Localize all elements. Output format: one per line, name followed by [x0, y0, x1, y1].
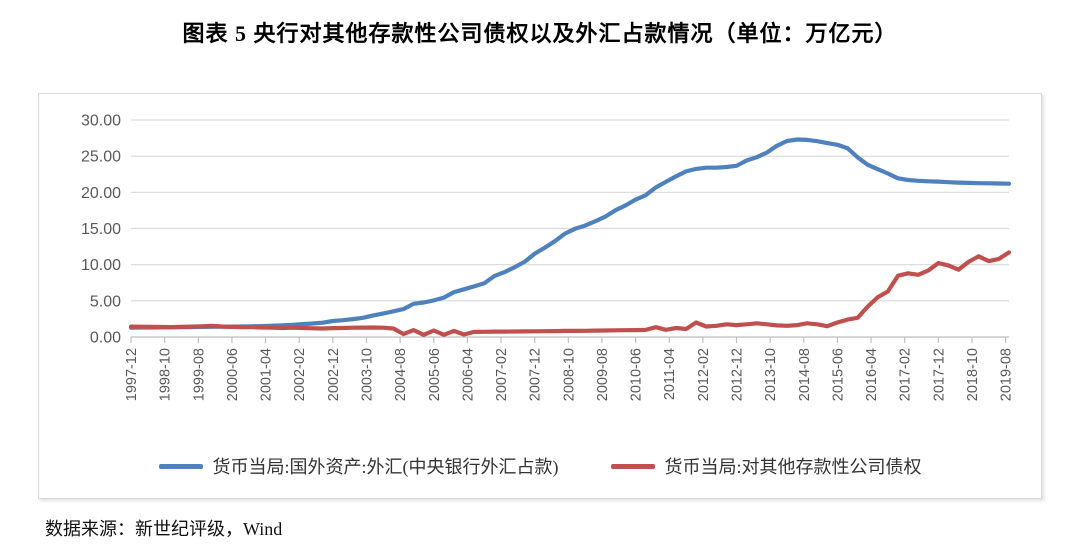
svg-text:2019-08: 2019-08	[999, 348, 1015, 401]
legend-label-fx: 货币当局:国外资产:外汇(中央银行外汇占款)	[212, 457, 559, 477]
y-gridlines	[131, 119, 1009, 338]
svg-text:2013-10: 2013-10	[763, 348, 779, 401]
svg-text:2002-02: 2002-02	[292, 348, 308, 401]
svg-text:2014-08: 2014-08	[797, 348, 813, 401]
svg-text:10.00: 10.00	[81, 257, 121, 274]
legend-label-claims: 货币当局:对其他存款性公司债权	[664, 457, 922, 477]
svg-text:2017-02: 2017-02	[898, 348, 914, 401]
svg-text:1998-10: 1998-10	[158, 348, 174, 401]
svg-text:2015-06: 2015-06	[830, 348, 846, 401]
svg-text:0.00: 0.00	[90, 330, 121, 347]
chart-frame: 0.00 5.00 10.00 15.00 20.00 25.00 30.00 1997-12…	[38, 93, 1042, 499]
svg-text:2006-04: 2006-04	[460, 348, 476, 401]
chart-plot: 0.00 5.00 10.00 15.00 20.00 25.00 30.00 1997-12…	[81, 113, 1015, 402]
svg-text:1997-12: 1997-12	[124, 348, 140, 401]
svg-text:2010-06: 2010-06	[629, 348, 645, 401]
svg-text:2009-08: 2009-08	[595, 348, 611, 401]
svg-text:2000-06: 2000-06	[225, 348, 241, 401]
legend-key-claims-line-icon	[610, 463, 655, 469]
chart-legend: 货币当局:国外资产:外汇(中央银行外汇占款) 货币当局:对其他存款性公司债权	[39, 446, 1041, 486]
svg-text:2012-02: 2012-02	[696, 348, 712, 401]
svg-text:2018-10: 2018-10	[965, 348, 981, 401]
svg-text:2005-06: 2005-06	[427, 348, 443, 401]
svg-text:2001-04: 2001-04	[259, 348, 275, 401]
svg-text:2007-02: 2007-02	[494, 348, 510, 401]
series-line-fx	[128, 137, 1012, 330]
svg-text:2008-10: 2008-10	[561, 348, 577, 401]
svg-text:2012-12: 2012-12	[730, 348, 746, 401]
y-axis-labels: 0.00 5.00 10.00 15.00 20.00 25.00 30.00	[81, 113, 121, 347]
legend-item-claims: 货币当局:对其他存款性公司债权	[610, 453, 922, 479]
legend-key-fx-line-icon	[158, 463, 203, 469]
chart-title: 图表 5 央行对其他存款性公司债权以及外汇占款情况（单位：万亿元）	[182, 21, 898, 46]
x-axis-ticks	[130, 337, 1007, 343]
series-line-claims	[128, 250, 1012, 337]
x-axis-labels: 1997-12 1998-10 1999-08 2000-06 2001-04 2002-…	[124, 348, 1015, 401]
legend-item-fx: 货币当局:国外资产:外汇(中央银行外汇占款)	[158, 453, 559, 479]
svg-text:2017-12: 2017-12	[931, 348, 947, 401]
svg-text:1999-08: 1999-08	[191, 348, 207, 401]
svg-text:5.00: 5.00	[90, 293, 121, 310]
svg-text:15.00: 15.00	[81, 221, 121, 238]
svg-text:20.00: 20.00	[81, 185, 121, 202]
svg-text:30.00: 30.00	[81, 113, 121, 130]
svg-text:25.00: 25.00	[81, 149, 121, 166]
svg-text:2016-04: 2016-04	[864, 348, 880, 401]
svg-text:2003-10: 2003-10	[359, 348, 375, 401]
data-source-note: 数据来源：新世纪评级，Wind	[45, 519, 283, 539]
svg-text:2007-12: 2007-12	[528, 348, 544, 401]
svg-text:2002-12: 2002-12	[326, 348, 342, 401]
svg-text:2011-04: 2011-04	[662, 348, 678, 400]
svg-text:2004-08: 2004-08	[393, 348, 409, 401]
